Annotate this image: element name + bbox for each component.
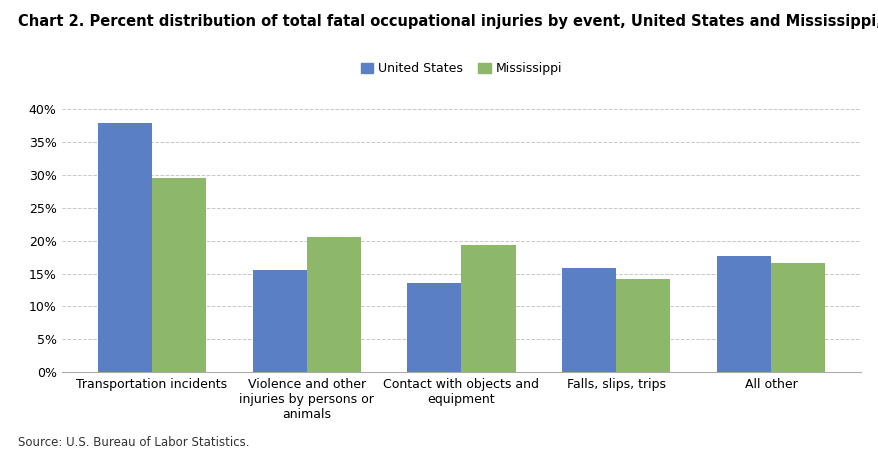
Legend: United States, Mississippi: United States, Mississippi [356,57,566,80]
Bar [407,283,461,372]
Bar [615,279,670,372]
Text: Source: U.S. Bureau of Labor Statistics.: Source: U.S. Bureau of Labor Statistics. [18,436,248,449]
Bar [770,263,824,372]
Bar [252,270,306,372]
Bar [152,178,206,372]
Bar [561,267,615,372]
Bar [716,256,770,372]
Text: Chart 2. Percent distribution of total fatal occupational injuries by event, Uni: Chart 2. Percent distribution of total f… [18,14,878,29]
Bar [461,245,515,372]
Bar [306,237,361,372]
Bar [97,123,152,372]
